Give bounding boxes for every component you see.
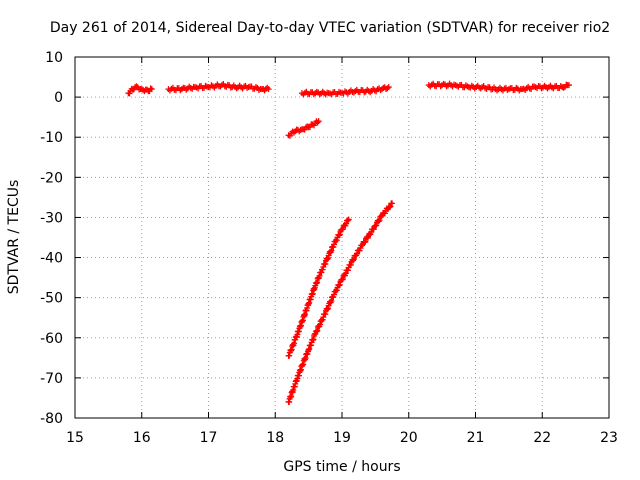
y-tick-label: -50 xyxy=(40,291,63,307)
data-point xyxy=(336,231,343,238)
y-axis-label: SDTVAR / TECUs xyxy=(6,180,22,295)
data-point xyxy=(370,226,377,233)
data-point xyxy=(324,306,331,313)
chart-title: Day 261 of 2014, Sidereal Day-to-day VTE… xyxy=(50,20,610,36)
x-tick-label: 21 xyxy=(467,430,485,446)
data-point xyxy=(326,248,333,255)
data-point xyxy=(387,203,394,210)
grid xyxy=(75,57,609,418)
data-point xyxy=(322,311,329,318)
y-tick-label: -70 xyxy=(40,371,63,387)
plot-frame xyxy=(74,56,610,419)
y-tick-label: 0 xyxy=(54,90,63,106)
axes: 15 16 17 18 19 20 21 22 23 -80 -70 -60 -50 -40 -30 -20 -… xyxy=(40,50,618,446)
data-point xyxy=(342,270,349,277)
data-point xyxy=(133,83,140,90)
data-point xyxy=(326,298,333,305)
y-tick-label: -20 xyxy=(40,170,63,186)
data-point xyxy=(345,216,352,223)
data-point xyxy=(354,250,361,257)
data-layer xyxy=(125,80,572,405)
x-tick-label: 15 xyxy=(66,430,84,446)
data-point xyxy=(147,85,154,92)
data-point xyxy=(385,84,392,91)
y-tick-label: -80 xyxy=(40,411,63,427)
x-tick-label: 20 xyxy=(400,430,418,446)
data-point xyxy=(313,328,320,335)
data-point xyxy=(336,232,343,239)
data-point xyxy=(328,247,335,254)
data-point xyxy=(336,281,343,288)
x-tick-label: 23 xyxy=(600,430,618,446)
data-point xyxy=(361,239,368,246)
data-point xyxy=(126,90,133,97)
y-tick-label: -40 xyxy=(40,251,63,267)
data-point xyxy=(350,256,357,263)
x-tick-label: 19 xyxy=(333,430,351,446)
x-tick-label: 17 xyxy=(200,430,218,446)
series-arc-5 xyxy=(285,216,352,359)
data-point xyxy=(320,263,327,270)
data-point xyxy=(339,226,346,233)
data-point xyxy=(330,294,337,301)
series-arc-7 xyxy=(425,80,572,94)
data-point xyxy=(378,213,385,220)
x-tick-label: 22 xyxy=(533,430,551,446)
data-point xyxy=(316,321,323,328)
series-arc-4 xyxy=(298,84,392,98)
x-axis-label: GPS time / hours xyxy=(283,459,400,475)
data-point xyxy=(347,261,354,268)
series-arc-6 xyxy=(285,200,396,405)
data-point xyxy=(265,86,272,93)
data-point xyxy=(148,86,155,93)
data-point xyxy=(373,222,380,229)
y-tick-label: -10 xyxy=(40,130,63,146)
data-point xyxy=(350,257,357,264)
data-point xyxy=(330,241,337,248)
data-point xyxy=(333,287,340,294)
data-point xyxy=(330,291,337,298)
y-tick-label: 10 xyxy=(45,50,63,66)
x-tick-label: 18 xyxy=(266,430,284,446)
data-point xyxy=(314,327,321,334)
data-point xyxy=(322,260,329,267)
series-arc-1 xyxy=(125,83,155,97)
data-point xyxy=(318,317,325,324)
data-point xyxy=(330,244,337,251)
series-arc-2 xyxy=(165,81,272,94)
data-point xyxy=(333,237,340,244)
data-point xyxy=(362,238,369,245)
data-point xyxy=(328,297,335,304)
data-point xyxy=(336,282,343,289)
data-point xyxy=(389,200,396,207)
data-point xyxy=(339,276,346,283)
data-point xyxy=(384,85,391,92)
data-point xyxy=(344,217,351,224)
data-point xyxy=(320,314,327,321)
data-point xyxy=(565,82,572,89)
data-point xyxy=(560,84,567,91)
data-point xyxy=(264,84,271,91)
data-point xyxy=(324,256,331,263)
x-tick-label: 16 xyxy=(133,430,151,446)
y-tick-label: -60 xyxy=(40,331,63,347)
data-point xyxy=(344,267,351,274)
series-arc-3 xyxy=(285,118,322,139)
data-point xyxy=(375,218,382,225)
data-point xyxy=(315,118,322,125)
data-point xyxy=(376,217,383,224)
y-tick-label: -30 xyxy=(40,210,63,226)
